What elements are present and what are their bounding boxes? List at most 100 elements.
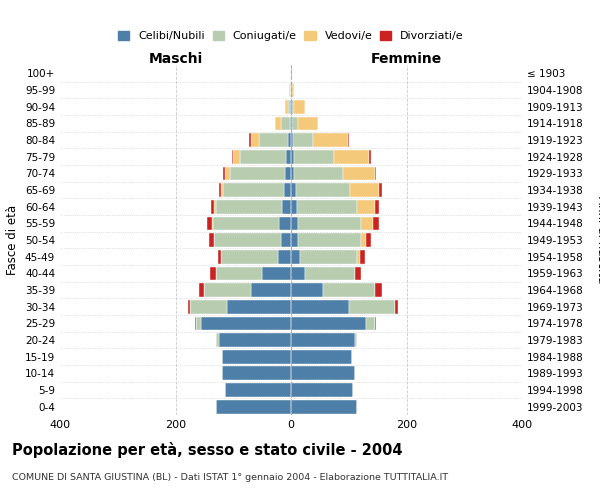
Bar	[250, 133, 251, 147]
Bar	[349, 300, 395, 314]
Bar	[284, 183, 291, 197]
Bar	[291, 133, 293, 147]
Bar	[360, 250, 365, 264]
Bar	[305, 266, 355, 280]
Bar	[233, 150, 240, 164]
Bar	[291, 183, 296, 197]
Bar	[334, 150, 369, 164]
Bar	[232, 150, 233, 164]
Bar	[284, 100, 287, 114]
Bar	[293, 133, 313, 147]
Bar	[214, 200, 216, 213]
Bar	[216, 266, 262, 280]
Bar	[291, 366, 355, 380]
Text: Femmine: Femmine	[371, 52, 442, 66]
Bar	[221, 183, 223, 197]
Bar	[216, 400, 291, 413]
Bar	[281, 233, 291, 247]
Bar	[369, 150, 371, 164]
Bar	[221, 250, 278, 264]
Bar	[214, 233, 281, 247]
Bar	[211, 200, 214, 213]
Bar	[375, 316, 376, 330]
Bar	[343, 166, 375, 180]
Bar	[259, 133, 288, 147]
Bar	[366, 233, 371, 247]
Bar	[291, 383, 353, 397]
Bar	[294, 100, 305, 114]
Bar	[275, 116, 281, 130]
Bar	[281, 116, 290, 130]
Text: Popolazione per età, sesso e stato civile - 2004: Popolazione per età, sesso e stato civil…	[12, 442, 403, 458]
Bar	[292, 116, 298, 130]
Bar	[375, 166, 376, 180]
Text: COMUNE DI SANTA GIUSTINA (BL) - Dati ISTAT 1° gennaio 2004 - Elaborazione TUTTIT: COMUNE DI SANTA GIUSTINA (BL) - Dati IST…	[12, 472, 448, 482]
Bar	[294, 150, 334, 164]
Bar	[395, 300, 398, 314]
Bar	[375, 283, 382, 297]
Bar	[280, 216, 291, 230]
Bar	[199, 283, 205, 297]
Bar	[218, 250, 221, 264]
Bar	[209, 233, 214, 247]
Bar	[358, 200, 375, 213]
Legend: Celibi/Nubili, Coniugati/e, Vedovi/e, Divorziati/e: Celibi/Nubili, Coniugati/e, Vedovi/e, Di…	[116, 28, 466, 44]
Bar	[347, 133, 349, 147]
Bar	[291, 350, 352, 364]
Bar	[292, 83, 295, 97]
Bar	[213, 216, 280, 230]
Bar	[373, 216, 379, 230]
Bar	[219, 333, 291, 347]
Bar	[240, 150, 286, 164]
Bar	[291, 333, 355, 347]
Bar	[262, 266, 291, 280]
Bar	[291, 233, 298, 247]
Bar	[227, 300, 291, 314]
Bar	[291, 200, 297, 213]
Bar	[188, 300, 190, 314]
Bar	[291, 250, 299, 264]
Bar	[251, 133, 259, 147]
Bar	[190, 300, 227, 314]
Bar	[202, 316, 291, 330]
Bar	[294, 166, 343, 180]
Bar	[361, 216, 373, 230]
Bar	[298, 216, 361, 230]
Bar	[283, 200, 291, 213]
Bar	[194, 316, 196, 330]
Bar	[355, 333, 358, 347]
Bar	[210, 266, 216, 280]
Bar	[291, 116, 292, 130]
Bar	[291, 266, 305, 280]
Bar	[366, 316, 375, 330]
Bar	[291, 283, 323, 297]
Bar	[286, 150, 291, 164]
Bar	[196, 316, 202, 330]
Bar	[297, 200, 358, 213]
Bar	[358, 250, 360, 264]
Bar	[291, 216, 298, 230]
Bar	[299, 250, 358, 264]
Bar	[350, 183, 379, 197]
Bar	[375, 200, 379, 213]
Bar	[223, 166, 224, 180]
Bar	[205, 283, 251, 297]
Bar	[212, 216, 213, 230]
Bar	[291, 166, 294, 180]
Bar	[379, 183, 382, 197]
Bar	[355, 266, 361, 280]
Bar	[288, 133, 291, 147]
Bar	[222, 350, 291, 364]
Bar	[285, 166, 291, 180]
Bar	[278, 250, 291, 264]
Bar	[230, 166, 285, 180]
Y-axis label: Anni di nascita: Anni di nascita	[595, 196, 600, 284]
Bar	[291, 300, 349, 314]
Bar	[223, 183, 284, 197]
Bar	[323, 283, 375, 297]
Bar	[298, 116, 318, 130]
Bar	[224, 166, 230, 180]
Bar	[222, 366, 291, 380]
Bar	[291, 316, 366, 330]
Bar	[291, 400, 358, 413]
